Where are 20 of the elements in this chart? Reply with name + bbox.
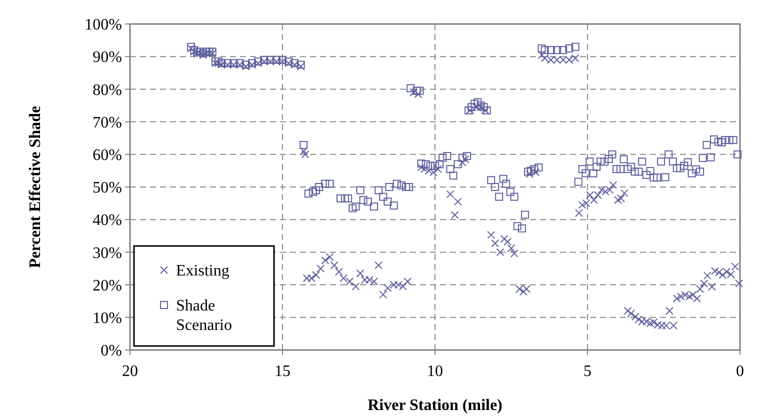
y-tick-label: 10% — [92, 310, 122, 327]
x-tick-label: 20 — [122, 363, 138, 380]
y-tick-label: 0% — [100, 342, 122, 360]
y-tick-label: 90% — [92, 49, 122, 66]
x-tick-label: 10 — [427, 363, 443, 380]
x-tick-label: 15 — [274, 363, 290, 380]
y-tick-label: 100% — [84, 16, 122, 34]
y-tick-label: 60% — [92, 147, 122, 164]
x-tick-label: 0 — [736, 363, 744, 380]
y-tick-label: 70% — [92, 114, 122, 132]
y-tick-label: 30% — [92, 244, 122, 262]
legend-label: Shade Scenario — [176, 298, 232, 334]
y-tick-label: 50% — [92, 180, 122, 197]
y-tick-label: 20% — [92, 277, 122, 294]
legend-label: Existing — [176, 262, 230, 280]
y-tick-label: 40% — [92, 212, 122, 230]
x-tick-label: 5 — [584, 363, 592, 380]
y-tick-label: 80% — [92, 82, 122, 99]
x-axis-title: River Station (mile) — [368, 397, 502, 414]
y-axis-title: Percent Effective Shade — [27, 106, 44, 268]
